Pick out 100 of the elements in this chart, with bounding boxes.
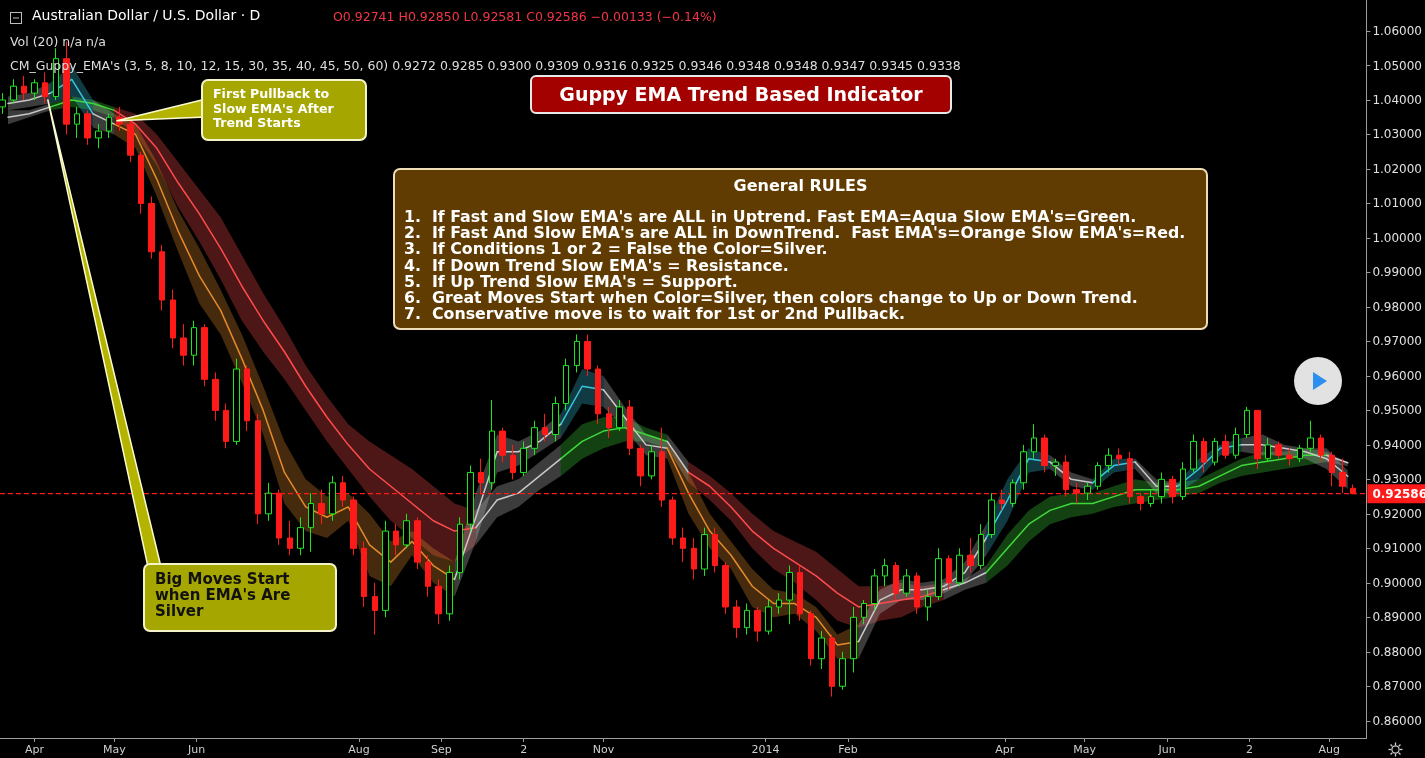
line-series	[475, 457, 562, 529]
candlestick	[138, 151, 144, 215]
candlestick	[127, 120, 134, 163]
candlestick	[1318, 434, 1324, 463]
candlestick	[701, 527, 708, 577]
y-tick-label: 1.01000	[1372, 196, 1422, 211]
candlestick	[74, 106, 80, 139]
y-tick-label: 0.91000	[1372, 541, 1422, 556]
candlestick	[733, 599, 740, 639]
candlestick	[1052, 458, 1059, 477]
candlestick	[925, 589, 931, 622]
candlestick	[191, 320, 197, 367]
candlestick	[148, 196, 155, 260]
x-tick-label: Nov	[592, 743, 615, 756]
candlestick	[31, 78, 38, 101]
candlestick	[978, 523, 984, 570]
candlestick	[552, 396, 559, 442]
line-series	[560, 426, 668, 460]
candlestick	[531, 420, 538, 456]
candlestick	[212, 371, 219, 422]
x-tick-label: 2014	[751, 743, 780, 756]
candlestick	[1041, 434, 1048, 473]
candlestick	[1233, 427, 1239, 460]
candlestick	[159, 244, 165, 311]
line-series	[1240, 444, 1349, 477]
candlestick	[489, 399, 495, 491]
candlestick	[691, 537, 697, 580]
candlestick	[1190, 434, 1197, 473]
candlestick	[95, 123, 102, 149]
candlestick	[21, 75, 27, 101]
candlestick	[606, 406, 612, 439]
candlestick	[223, 402, 229, 449]
candlestick	[744, 603, 750, 636]
y-tick-label: 0.98000	[1372, 299, 1422, 314]
candlestick	[722, 561, 729, 615]
y-tick-label: 0.94000	[1372, 437, 1422, 452]
x-tick-label: 2	[520, 743, 528, 756]
candlestick	[244, 365, 250, 432]
x-tick-label: Aug	[1318, 743, 1340, 756]
candlestick	[988, 492, 995, 539]
candlestick	[170, 289, 176, 349]
candlestick	[0, 92, 6, 115]
candlestick	[84, 109, 91, 146]
candlestick	[1254, 409, 1261, 470]
candlestick	[255, 413, 261, 525]
x-tick-label: Apr	[25, 743, 45, 756]
y-tick-label: 1.03000	[1372, 127, 1422, 142]
candlestick	[1339, 458, 1346, 494]
candlestick	[935, 547, 942, 601]
candlestick	[1265, 437, 1271, 463]
x-tick-label: Jun	[1157, 743, 1176, 756]
candlestick	[403, 513, 410, 549]
candlestick	[446, 565, 453, 622]
candlestick	[1329, 451, 1335, 487]
candlestick	[457, 516, 463, 580]
x-tick-label: Aug	[348, 743, 370, 756]
candlestick	[786, 565, 793, 625]
annotation: Big Moves Start when EMA's Are Silver	[154, 569, 292, 620]
y-tick-label: 0.89000	[1372, 610, 1422, 625]
candlestick	[712, 527, 718, 573]
x-tick-label: Jun	[187, 743, 206, 756]
candlestick	[754, 606, 761, 642]
annotation: First Pullback to Slow EMA's After Trend Starts	[212, 85, 335, 131]
candlestick	[361, 540, 367, 608]
candlestick	[510, 444, 516, 480]
y-tick-label: 0.92000	[1372, 506, 1422, 521]
candlestick	[903, 568, 910, 598]
candlestick	[308, 492, 314, 553]
y-tick-label: 0.97000	[1372, 334, 1422, 349]
candlestick	[297, 516, 304, 556]
y-tick-label: 1.00000	[1372, 230, 1422, 245]
candlestick	[542, 413, 548, 442]
candlestick	[829, 634, 835, 698]
candlestick	[595, 365, 601, 425]
annotation: O0.92741 H0.92850 L0.92581 C0.92586 −0.00133 (−0.14%)	[333, 9, 717, 25]
text: Australian Dollar / U.S. Dollar · D	[32, 7, 261, 24]
y-tick-label: 1.02000	[1372, 161, 1422, 176]
candlestick	[893, 561, 899, 601]
candlestick	[1307, 420, 1314, 453]
y-tick-label: 1.06000	[1372, 24, 1422, 39]
candlestick	[669, 496, 676, 546]
y-tick-label: 0.93000	[1372, 472, 1422, 487]
candlestick	[563, 358, 569, 411]
candlestick	[680, 527, 686, 563]
candlestick	[637, 444, 644, 487]
candlestick	[616, 399, 623, 432]
candlestick	[10, 78, 17, 104]
candlestick	[1158, 471, 1165, 504]
candlestick	[1212, 437, 1218, 467]
candlestick	[520, 440, 527, 477]
candlestick	[967, 537, 974, 573]
x-tick-label: May	[102, 743, 127, 756]
y-tick-label: 1.04000	[1372, 93, 1422, 108]
x-tick-label: Sep	[430, 743, 452, 756]
candlestick	[850, 606, 857, 673]
candlestick	[414, 516, 421, 570]
candlestick	[1222, 434, 1229, 460]
candlestick	[393, 523, 399, 556]
y-tick-label: 0.90000	[1372, 575, 1422, 590]
candlestick	[1286, 447, 1293, 467]
